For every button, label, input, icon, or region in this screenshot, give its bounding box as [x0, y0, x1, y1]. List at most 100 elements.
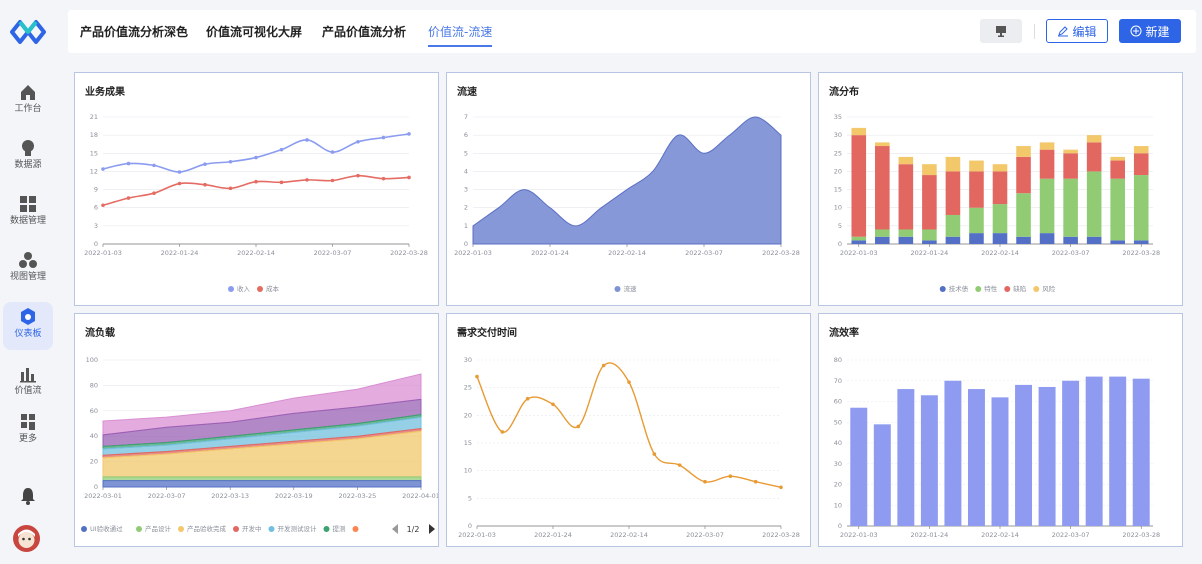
data-point: [330, 150, 335, 154]
data-point: [203, 182, 207, 187]
panel-title: 流负载: [85, 328, 115, 339]
sidebar-item-datasource[interactable]: 数据源: [3, 138, 53, 171]
data-point: [126, 161, 131, 166]
bar: [967, 389, 985, 526]
bar: [1109, 376, 1127, 526]
legend-next-arrow-icon: [429, 524, 435, 534]
bar-segment-3: [1039, 142, 1055, 150]
sidebar-item-label: 数据管理: [9, 216, 46, 226]
y-tick-label: 35: [834, 113, 842, 121]
bar-segment-2: [945, 171, 961, 215]
series-area: [472, 116, 782, 245]
data-point: [279, 180, 284, 185]
legend-label: 流速: [624, 284, 638, 293]
bar-segment-2: [1110, 160, 1125, 179]
data-point: [381, 135, 386, 140]
chart-delivery-time: 0 5 10 15 20 25 30 2022-01-03 2022-01-24 2022-02-…: [458, 356, 800, 539]
area-layer-0: [102, 480, 422, 488]
bar-segment-0: [1016, 236, 1031, 244]
app-logo[interactable]: [8, 14, 48, 50]
tab-product-value-dark[interactable]: 产品价值流分析深色: [80, 25, 189, 39]
sidebar-item-dashboard[interactable]: 仪表板: [3, 302, 53, 350]
bar-segment-1: [1039, 178, 1055, 234]
x-tick-label: 2022-03-13: [211, 492, 249, 500]
legend-prev-arrow-icon: [392, 524, 398, 534]
x-tick-label: 2022-01-03: [84, 249, 122, 257]
new-button[interactable]: 新建: [1119, 19, 1181, 43]
bar-segment-2: [1063, 153, 1078, 179]
y-tick-label: 40: [90, 432, 98, 440]
bell-icon[interactable]: [18, 486, 38, 506]
x-tick-label: 2022-02-14: [237, 249, 275, 257]
y-tick-label: 25: [834, 149, 842, 157]
y-tick-label: 5: [838, 222, 842, 230]
y-tick-label: 6: [464, 131, 468, 139]
data-point: [228, 186, 233, 191]
data-point: [601, 363, 606, 368]
x-tick-label: 2022-03-28: [762, 531, 800, 539]
edit-button[interactable]: 编辑: [1046, 19, 1108, 43]
tab-value-stream-screen[interactable]: 价值流可视化大屏: [206, 25, 303, 39]
legend-label: 风险: [1042, 284, 1056, 293]
tab-flow-velocity[interactable]: 价值流-流速: [428, 25, 493, 47]
bar-segment-1: [1086, 171, 1102, 237]
legend-marker: [228, 286, 234, 292]
bar-segment-0: [1133, 240, 1149, 244]
bar-segment-2: [851, 135, 867, 237]
x-tick-label: 2022-03-07: [148, 492, 186, 500]
y-tick-label: 0: [94, 240, 98, 248]
cluster-icon: [19, 252, 37, 268]
bar-segment-0: [1063, 236, 1078, 244]
x-tick-label: 2022-02-14: [610, 531, 648, 539]
panel-title: 需求交付时间: [457, 328, 517, 339]
sidebar-item-more[interactable]: 更多: [3, 412, 53, 445]
bar-segment-2: [1016, 156, 1031, 194]
legend-label: 成本: [266, 284, 280, 293]
pencil-icon: [1058, 26, 1069, 37]
data-point: [703, 479, 707, 484]
x-tick-label: 2022-03-07: [1052, 249, 1090, 257]
x-tick-label: 2022-01-03: [840, 531, 878, 539]
y-tick-label: 25: [464, 384, 472, 392]
bar-segment-1: [851, 236, 867, 241]
y-tick-label: 20: [90, 458, 98, 466]
present-button[interactable]: [980, 19, 1022, 43]
legend-label: 特性: [984, 284, 998, 293]
panel-business-outcome: 0 3 6 9 12 15 18 21 2022-01-03 2022-01-24 2022-02-…: [74, 72, 439, 306]
data-point: [652, 452, 657, 456]
y-tick-label: 1: [464, 222, 468, 230]
bar-segment-3: [875, 142, 890, 147]
bar: [920, 395, 938, 526]
avatar[interactable]: [13, 525, 40, 552]
x-tick-label: 2022-03-07: [685, 249, 723, 257]
data-point: [254, 155, 258, 160]
bar-segment-0: [922, 240, 937, 244]
legend-marker: [614, 286, 621, 292]
bar-segment-3: [898, 156, 914, 165]
x-tick-label: 2022-03-07: [314, 249, 352, 257]
bar-segment-0: [1110, 240, 1125, 244]
data-point: [779, 485, 783, 490]
bar: [850, 407, 868, 526]
sidebar-item-workbench[interactable]: 工作台: [3, 82, 53, 115]
bar-segment-0: [969, 233, 984, 244]
sidebar-item-viewmanage[interactable]: 视图管理: [3, 250, 53, 283]
bar-segment-0: [875, 236, 890, 244]
x-tick-label: 2022-03-19: [275, 492, 313, 500]
y-tick-label: 10: [464, 467, 472, 475]
tab-product-value[interactable]: 产品价值流分析: [322, 25, 407, 39]
x-tick-label: 2022-03-28: [762, 249, 800, 257]
data-point: [407, 175, 411, 180]
legend-marker: [136, 526, 142, 532]
y-tick-label: 3: [464, 186, 468, 194]
sidebar-item-datamanage[interactable]: 数据管理: [3, 194, 53, 227]
sidebar-item-label: 仪表板: [14, 329, 42, 339]
y-tick-label: 20: [834, 167, 842, 175]
bar-segment-1: [1110, 178, 1125, 241]
chart-flow-velocity: 0 1 2 3 4 5 6 7 2022-01-03 2022-01-24 2022-02-14 20…: [454, 113, 800, 293]
bar-segment-1: [1016, 193, 1031, 237]
sidebar-item-valuestream[interactable]: 价值流: [3, 364, 53, 397]
data-point: [551, 402, 555, 407]
data-point: [728, 474, 733, 478]
